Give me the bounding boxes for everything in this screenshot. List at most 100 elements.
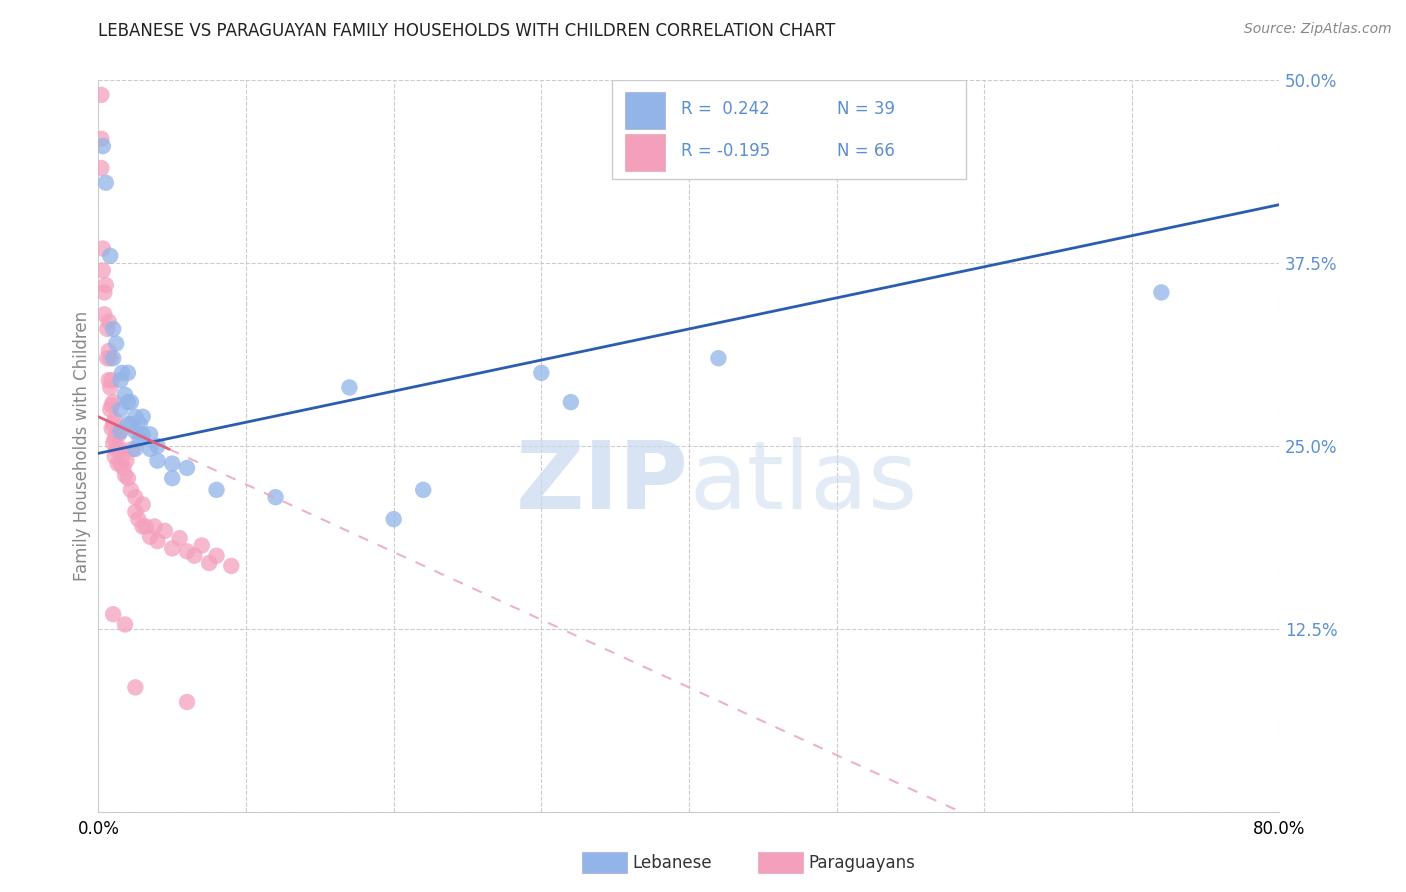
Point xyxy=(162,457,183,471)
Point xyxy=(104,432,127,446)
Point xyxy=(108,427,131,442)
Point xyxy=(115,453,138,467)
Point xyxy=(91,242,114,256)
Point xyxy=(110,442,132,456)
Point xyxy=(339,380,360,394)
Point xyxy=(176,544,198,558)
Point xyxy=(132,498,155,512)
Point xyxy=(124,681,146,695)
Point xyxy=(162,471,183,485)
Point xyxy=(124,505,146,519)
Point xyxy=(124,409,146,424)
Point xyxy=(124,442,146,456)
Point xyxy=(117,471,139,485)
Point xyxy=(96,351,118,366)
Point xyxy=(100,398,122,412)
Point xyxy=(114,617,136,632)
Point xyxy=(97,315,120,329)
Point xyxy=(198,556,221,570)
Point xyxy=(114,388,136,402)
Point xyxy=(560,395,582,409)
Point xyxy=(127,512,149,526)
Point xyxy=(412,483,434,497)
Point xyxy=(117,395,139,409)
Point xyxy=(205,483,228,497)
Point xyxy=(107,442,129,456)
Point xyxy=(111,366,134,380)
Point xyxy=(139,442,162,456)
Point xyxy=(143,519,166,533)
Point xyxy=(103,322,125,336)
Point xyxy=(146,439,169,453)
FancyBboxPatch shape xyxy=(612,80,966,179)
Point xyxy=(110,457,132,471)
Point xyxy=(139,427,162,442)
Point xyxy=(110,425,132,439)
Point xyxy=(100,421,122,435)
Point xyxy=(219,558,242,573)
Point xyxy=(111,450,134,465)
Point xyxy=(120,417,142,431)
Point xyxy=(153,524,176,538)
FancyBboxPatch shape xyxy=(626,135,665,171)
Point xyxy=(124,425,146,439)
Point xyxy=(97,373,120,387)
Point xyxy=(117,417,139,431)
Point xyxy=(176,461,198,475)
Point xyxy=(94,176,117,190)
Text: ZIP: ZIP xyxy=(516,436,689,529)
Point xyxy=(100,373,122,387)
Point xyxy=(1150,285,1173,300)
Point xyxy=(91,263,114,277)
Point xyxy=(105,442,128,456)
Point xyxy=(117,366,139,380)
Point xyxy=(98,402,121,417)
Point xyxy=(91,139,114,153)
Point xyxy=(146,534,169,549)
Point xyxy=(96,322,118,336)
Point xyxy=(112,461,135,475)
Point xyxy=(264,490,287,504)
Point xyxy=(176,695,198,709)
Point xyxy=(169,531,191,545)
Text: N = 66: N = 66 xyxy=(837,142,894,161)
Point xyxy=(103,417,125,431)
Point xyxy=(110,373,132,387)
FancyBboxPatch shape xyxy=(626,92,665,128)
Point xyxy=(191,539,214,553)
Point xyxy=(128,432,150,446)
Point xyxy=(98,249,121,263)
Point xyxy=(103,436,125,450)
Point xyxy=(120,483,142,497)
Point xyxy=(93,307,115,321)
Point xyxy=(98,380,121,394)
Point xyxy=(132,409,155,424)
Text: R = -0.195: R = -0.195 xyxy=(681,142,770,161)
Point xyxy=(103,395,125,409)
Point xyxy=(107,457,129,471)
Point xyxy=(114,468,136,483)
Y-axis label: Family Households with Children: Family Households with Children xyxy=(73,311,91,581)
Text: N = 39: N = 39 xyxy=(837,100,894,118)
Point xyxy=(707,351,730,366)
Point xyxy=(90,87,112,102)
Text: Source: ZipAtlas.com: Source: ZipAtlas.com xyxy=(1244,22,1392,37)
Point xyxy=(124,490,146,504)
Point xyxy=(146,453,169,467)
Text: atlas: atlas xyxy=(689,436,917,529)
Point xyxy=(121,442,143,456)
Point xyxy=(94,278,117,293)
Point xyxy=(98,351,121,366)
Point xyxy=(105,427,128,442)
Text: Lebanese: Lebanese xyxy=(633,854,713,871)
Point xyxy=(183,549,205,563)
Point xyxy=(135,519,157,533)
Point xyxy=(132,427,155,442)
Point xyxy=(104,449,127,463)
Text: LEBANESE VS PARAGUAYAN FAMILY HOUSEHOLDS WITH CHILDREN CORRELATION CHART: LEBANESE VS PARAGUAYAN FAMILY HOUSEHOLDS… xyxy=(98,22,835,40)
Point xyxy=(139,530,162,544)
Point xyxy=(104,412,127,426)
Point xyxy=(382,512,405,526)
Point xyxy=(205,549,228,563)
Point xyxy=(120,395,142,409)
